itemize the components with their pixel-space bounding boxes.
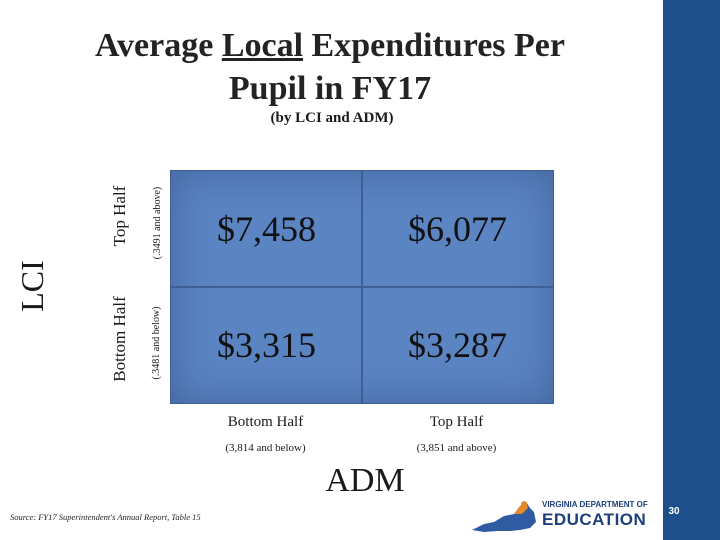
- lci-top-half-range: (.3491 and above): [152, 186, 163, 260]
- lci-axis-label: LCI: [14, 260, 50, 312]
- vdoe-logo: VIRGINIA DEPARTMENT OF EDUCATION: [470, 494, 660, 534]
- source-note: Source: FY17 Superintendent's Annual Rep…: [10, 512, 201, 522]
- cell-bottom-right: $3,287: [408, 325, 507, 365]
- adm-axis-label: ADM: [325, 462, 405, 499]
- lci-bottom-half-range: (.3481 and below): [151, 306, 162, 380]
- title-rest: Expenditures Per Pupil in FY17: [228, 27, 565, 107]
- cell-bottom-left: $3,315: [217, 325, 316, 365]
- adm-bottom-half-label: Bottom Half: [227, 414, 304, 430]
- adm-top-half-range: (3,851 and above): [416, 442, 497, 454]
- slide-title: Average Local Expenditures Per Pupil in …: [60, 24, 600, 110]
- logo-top-text: VIRGINIA DEPARTMENT OF: [542, 500, 648, 509]
- grid-horizontal-divider: [171, 286, 553, 288]
- right-side-bar: [663, 0, 720, 540]
- lci-bottom-half-label: Bottom Half: [110, 296, 129, 382]
- slide-subtitle: (by LCI and ADM): [270, 110, 394, 126]
- logo-main-text: EDUCATION: [542, 510, 647, 529]
- title-prefix: Average: [95, 27, 222, 64]
- cell-top-left: $7,458: [217, 209, 316, 249]
- lci-top-half-label: Top Half: [110, 185, 129, 247]
- expenditure-grid: $7,458 $6,077 $3,315 $3,287: [170, 170, 554, 404]
- title-underlined-word: Local: [221, 27, 304, 64]
- cell-top-right: $6,077: [408, 209, 507, 249]
- page-number: 30: [668, 506, 680, 517]
- adm-top-half-label: Top Half: [429, 414, 484, 430]
- virginia-map-icon: [472, 501, 536, 532]
- adm-bottom-half-range: (3,814 and below): [225, 442, 306, 454]
